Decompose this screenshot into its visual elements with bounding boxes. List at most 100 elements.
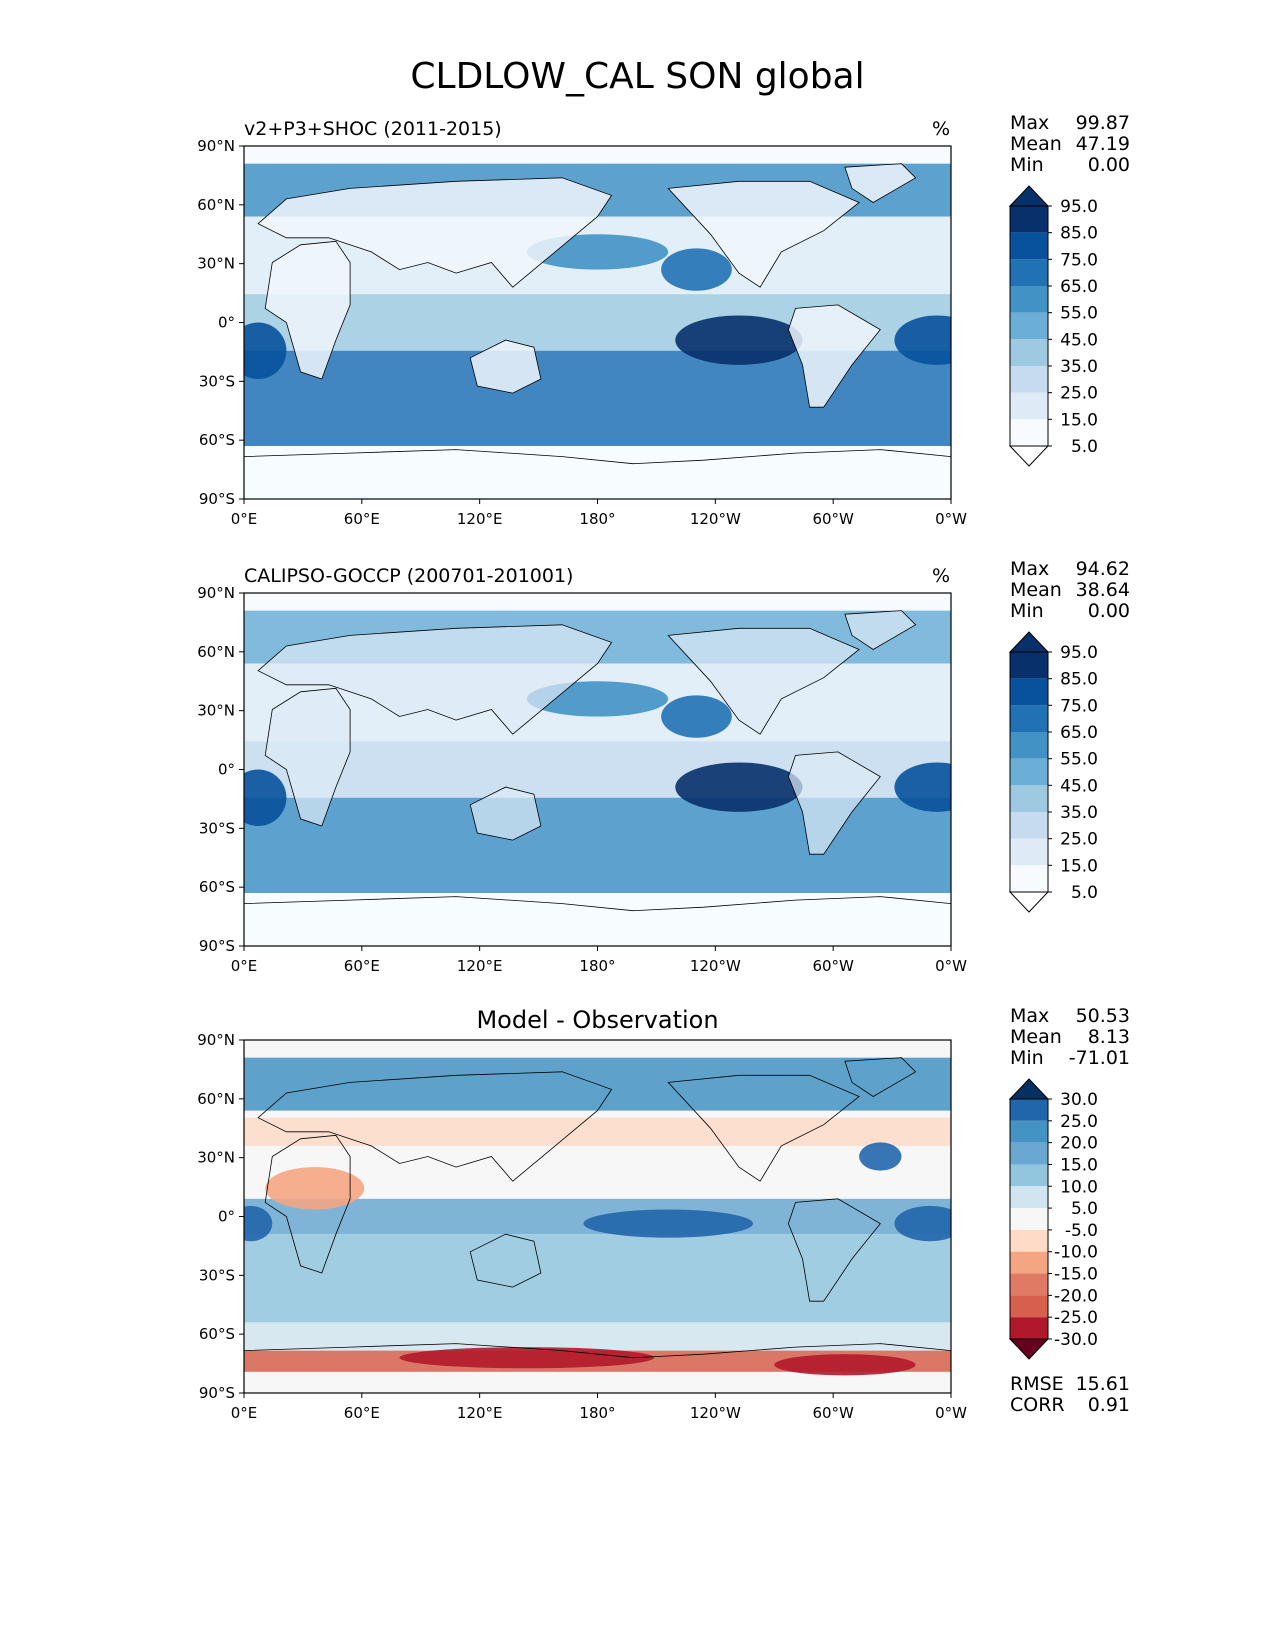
field-blob — [244, 1205, 273, 1242]
diff-stat-mean-value: 8.13 — [1087, 1026, 1130, 1048]
colorbar-label: -15.0 — [1054, 1265, 1098, 1285]
lon-tick-label: 120°E — [457, 510, 503, 528]
obs-stat-min-value: 0.00 — [1087, 600, 1130, 622]
lon-tick-label: 120°W — [690, 510, 741, 528]
lon-tick-label: 0°W — [935, 510, 967, 528]
lon-tick-label: 0°E — [231, 510, 258, 528]
coastline — [667, 627, 860, 735]
colorbar-label: 5.0 — [1071, 437, 1098, 457]
colorbar-label: 5.0 — [1071, 883, 1098, 903]
colorbar-label: 75.0 — [1060, 250, 1098, 270]
colorbar-label: 55.0 — [1060, 750, 1098, 770]
coastline — [667, 180, 860, 288]
colorbar-obs: 95.0 85.0 75.0 65.0 55.0 45.0 35.0 25.0 15.0 5.0 — [1008, 631, 1098, 913]
colorbar-label: 20.0 — [1060, 1134, 1098, 1154]
lat-tick-label: 60°S — [199, 431, 235, 449]
field-blob — [675, 315, 803, 365]
model-stat-min-value: 0.00 — [1087, 154, 1130, 176]
field-blob — [859, 1142, 902, 1171]
colorbar-extend-bottom — [1008, 445, 1050, 467]
diff-stat-min-label: Min — [1010, 1047, 1044, 1069]
diff-corr-label: CORR — [1010, 1394, 1065, 1416]
colorbar-segment — [1010, 1273, 1048, 1296]
colorbar-label: 5.0 — [1071, 1199, 1098, 1219]
colorbar-extend-top — [1008, 631, 1050, 653]
lon-tick-label: 120°W — [690, 957, 741, 975]
lat-tick-label: 90°N — [197, 137, 235, 155]
obs-stat-mean-label: Mean — [1010, 579, 1062, 601]
coastline — [844, 610, 917, 650]
lon-tick-label: 0°W — [935, 957, 967, 975]
lon-tick-label: 120°E — [457, 957, 503, 975]
colorbar-label: 15.0 — [1060, 856, 1098, 876]
colorbar-segment — [1010, 312, 1048, 340]
diff-stat-max-value: 50.53 — [1075, 1005, 1130, 1027]
coastline — [844, 163, 917, 203]
lat-tick-label: 0° — [218, 314, 235, 332]
coastline — [667, 1074, 860, 1182]
colorbar-label: 85.0 — [1060, 224, 1098, 244]
colorbar-segment — [1010, 259, 1048, 286]
lat-tick-label: 0° — [218, 1208, 235, 1226]
coastline-antarctica — [244, 1343, 951, 1359]
colorbar-extend-top — [1008, 185, 1050, 207]
colorbar-label: 85.0 — [1060, 670, 1098, 690]
field-blob — [894, 762, 951, 812]
colorbar-segment — [1010, 758, 1048, 786]
lat-tick-label: 30°S — [199, 1266, 235, 1284]
colorbar-frame — [1009, 1098, 1049, 1340]
field-blob — [894, 315, 951, 365]
coastline — [257, 624, 613, 735]
colorbar-frame — [1009, 651, 1049, 893]
panel-diff-title: Model - Observation — [476, 1006, 719, 1034]
colorbar-label: 65.0 — [1060, 277, 1098, 297]
map-diff-field — [244, 1040, 951, 1393]
lat-tick-label: 30°S — [199, 372, 235, 390]
field-blob — [244, 769, 287, 826]
colorbar-segment — [1010, 1186, 1048, 1209]
diff-stat-max-label: Max — [1010, 1005, 1050, 1027]
lat-tick-label: 30°S — [199, 819, 235, 837]
map-diff: 90°N 60°N 30°N 0° 30°S 60°S 90°S 0°E 60°E 120°E 18… — [197, 1031, 967, 1422]
colorbar-segment — [1010, 785, 1048, 812]
field-band — [244, 1117, 951, 1146]
field-blob — [661, 248, 732, 291]
field-band — [244, 1322, 951, 1351]
lon-tick-label: 60°E — [344, 510, 380, 528]
field-blob — [265, 1167, 365, 1210]
coastline — [257, 177, 613, 288]
lat-tick-label: 30°N — [197, 702, 235, 720]
colorbar-extend-bottom — [1008, 1338, 1050, 1360]
colorbar-label: 95.0 — [1060, 643, 1098, 663]
model-stat-max-value: 99.87 — [1075, 112, 1130, 134]
colorbar-label: 95.0 — [1060, 197, 1098, 217]
model-stat-mean-value: 47.19 — [1075, 133, 1130, 155]
colorbar-segment — [1010, 1120, 1048, 1143]
panel-obs-units: % — [932, 565, 951, 587]
colorbar-segment — [1010, 1208, 1048, 1230]
lat-tick-label: 90°S — [199, 937, 235, 955]
lat-tick-label: 30°N — [197, 255, 235, 273]
lon-tick-label: 60°W — [812, 957, 854, 975]
colorbar-label: -20.0 — [1054, 1286, 1098, 1306]
lat-tick-label: 90°S — [199, 490, 235, 508]
colorbar-label: 45.0 — [1060, 330, 1098, 350]
field-blob — [774, 1354, 916, 1376]
obs-stat-max-label: Max — [1010, 558, 1050, 580]
lat-tick-label: 60°S — [199, 878, 235, 896]
field-blob — [244, 322, 287, 379]
colorbar-label: -5.0 — [1065, 1221, 1098, 1241]
lon-tick-label: 120°W — [690, 1404, 741, 1422]
colorbar-label: 15.0 — [1060, 410, 1098, 430]
coastline — [469, 786, 542, 841]
coastline — [264, 1134, 351, 1274]
field-band — [244, 446, 951, 499]
colorbar-label: 75.0 — [1060, 696, 1098, 716]
colorbar-model: 95.0 85.0 75.0 65.0 55.0 45.0 35.0 25.0 15.0 5.0 — [1008, 185, 1098, 467]
diff-stat-min-value: -71.01 — [1068, 1047, 1130, 1069]
colorbar-label: 35.0 — [1060, 803, 1098, 823]
colorbar-segment — [1010, 705, 1048, 732]
lon-tick-label: 60°W — [812, 1404, 854, 1422]
colorbar-segment — [1010, 838, 1048, 866]
